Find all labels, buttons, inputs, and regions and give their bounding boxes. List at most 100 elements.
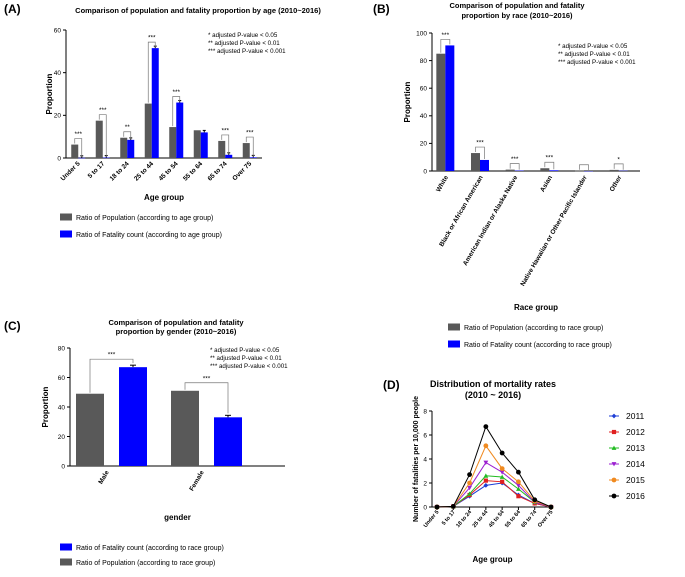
panel-b-bar-population	[540, 168, 550, 171]
panel-c-y-axis-label: Proportion	[41, 386, 50, 427]
panel-c-significance-bracket	[184, 382, 229, 414]
panel-a-bar-fatality	[151, 48, 159, 159]
panel-c-significance-bracket	[89, 358, 134, 393]
panel-b-y-tick-label: 0	[423, 168, 427, 175]
panel-d-series-line-2015	[436, 444, 552, 508]
panel-a-legend-population-swatch	[60, 213, 72, 221]
panel-c-annotation: *** adjusted P-value < 0.001	[210, 363, 288, 370]
panel-d-x-tick-label: 65 to 74	[520, 509, 538, 529]
panel-c-x-axis-label: gender	[164, 513, 191, 522]
panel-a-bar-fatality	[78, 157, 86, 159]
panel-c-legend-population-swatch	[60, 558, 72, 566]
panel-b-bar-population	[471, 153, 480, 171]
panel-b-y-tick-label: 100	[416, 30, 427, 37]
panel-c-bar-fatality	[119, 367, 147, 466]
panel-d-title-line1: Distribution of mortality rates	[430, 379, 556, 389]
panel-a-significance-label: ***	[99, 107, 107, 114]
panel-d-legend-label-2014: 2014	[626, 459, 645, 469]
panel-c-title-line2: proportion by gender (2010~2016)	[116, 327, 237, 336]
panel-d-legend-label-2016: 2016	[626, 491, 645, 501]
panel-d-x-tick-label: 55 to 64	[504, 509, 522, 529]
panel-c-legend-population-label: Ratio of Population (according to race g…	[76, 560, 215, 567]
panel-d-point-2014	[499, 470, 505, 475]
panel-a-bar-fatality	[102, 157, 110, 159]
panel-b-significance-label: ***	[546, 155, 554, 162]
panel-c-y-tick-label: 60	[58, 375, 66, 382]
panel-a-bar-population	[120, 137, 128, 158]
panel-d-point-2016	[434, 504, 440, 510]
panel-a-bar-population	[144, 103, 152, 158]
panel-d-point-2015	[483, 443, 489, 449]
panel-d-x-tick-label: 18 to 24	[455, 509, 473, 529]
panel-a-significance-label: ***	[246, 130, 254, 137]
panel-c-annotation: * adjusted P-value < 0.05	[210, 347, 280, 354]
panel-a-y-tick-label: 60	[54, 27, 62, 34]
panel-b-bar-fatality	[445, 45, 455, 171]
panel-c-y-tick-label: 80	[58, 345, 66, 352]
panel-a-x-tick-label: 25 to 44	[133, 160, 155, 182]
panel-a-bar-population	[71, 144, 79, 158]
panel-d-x-tick-label: 45 to 54	[488, 509, 506, 529]
panel-a-annotation: * adjusted P-value < 0.05	[208, 32, 278, 39]
panel-d-x-tick-label: Over 75	[537, 509, 555, 528]
panel-d-point-2013	[516, 486, 521, 491]
panel-c-legend-fatality-swatch	[60, 543, 72, 551]
panel-a-x-tick-label: Over 75	[231, 160, 253, 182]
panel-d-y-tick-label: 2	[423, 480, 427, 487]
panel-a-significance-label: **	[125, 124, 131, 131]
panel-b-significance-bracket	[509, 163, 520, 170]
panel-b-legend-fatality-swatch	[448, 340, 460, 348]
panel-b-legend-population-swatch	[448, 323, 460, 331]
panel-c-label: (C)	[4, 319, 21, 333]
panel-a-legend-population-label: Ratio of Population (according to age gr…	[76, 215, 213, 222]
panel-c-y-tick-label: 20	[58, 434, 66, 441]
panel-a-x-tick-label: Under 5	[60, 160, 82, 182]
panel-a-y-tick-label: 0	[57, 155, 61, 162]
panel-b-significance-bracket	[440, 39, 451, 53]
panel-d-legend-label-2011: 2011	[626, 411, 645, 421]
panel-a-x-tick-label: 18 to 24	[109, 160, 131, 182]
panel-d-point-2013	[467, 491, 472, 496]
panel-b-y-tick-label: 60	[420, 86, 428, 93]
panel-b-legend-fatality-label: Ratio of Fatality count (according to ra…	[464, 342, 612, 349]
panel-d-point-2012	[516, 494, 521, 499]
panel-d-point-2015	[467, 480, 472, 486]
panel-d-legend-label-2013: 2013	[626, 443, 645, 453]
panel-d-point-2014	[516, 483, 521, 488]
panel-a-y-axis-label: Proportion	[45, 73, 54, 114]
panel-a-bar-fatality	[176, 102, 184, 158]
panel-c-bar-population	[171, 390, 199, 466]
panel-d-point-2014	[467, 485, 472, 491]
panel-a-bar-fatality	[249, 157, 257, 158]
panel-a-bar-population	[169, 127, 177, 158]
panel-b-bar-population	[575, 170, 584, 172]
panel-c-y-tick-label: 0	[61, 463, 65, 470]
panel-b-significance-bracket	[544, 161, 555, 170]
panel-d-y-tick-label: 6	[423, 432, 427, 439]
panel-b-significance-label: ***	[442, 32, 450, 39]
panel-b-bar-fatality	[549, 170, 559, 171]
panel-d-point-2016	[548, 504, 554, 510]
panel-d-point-2016	[516, 469, 521, 475]
panel-a-annotation: *** adjusted P-value < 0.001	[208, 48, 286, 55]
panel-b-x-tick-label: Native Hawaiian or Other Pacific Islande…	[519, 174, 589, 287]
panel-d-x-tick-label: 5 to 17	[441, 509, 457, 526]
panel-a-legend-fatality-label: Ratio of Fatality count (according to ag…	[76, 232, 222, 239]
panel-b-title-line1: Comparison of population and fatality	[450, 1, 586, 10]
panel-d-point-2016	[450, 504, 456, 509]
panel-d-y-axis-label: Number of fatalities per 10,000 people	[413, 396, 420, 522]
panel-d-legend-label-2015: 2015	[626, 475, 645, 485]
panel-a-significance-bracket	[172, 96, 181, 127]
panel-b-y-tick-label: 20	[420, 141, 428, 148]
panel-a-significance-bracket	[123, 131, 132, 139]
panel-b-bar-population	[436, 53, 446, 172]
panel-c-y-tick-label: 40	[58, 404, 66, 411]
panel-b-y-tick-label: 40	[420, 113, 428, 120]
panel-d-point-2011	[483, 483, 489, 488]
panel-d-x-tick-label: Under 5	[423, 509, 441, 529]
panel-b-y-tick-label: 80	[420, 58, 428, 65]
panel-d-x-tick-label: 25 to 44	[472, 509, 490, 529]
panel-a-significance-bracket	[74, 138, 83, 157]
panel-b-x-tick-label: Asian	[539, 174, 554, 193]
panel-a-significance-label: ***	[172, 89, 180, 96]
